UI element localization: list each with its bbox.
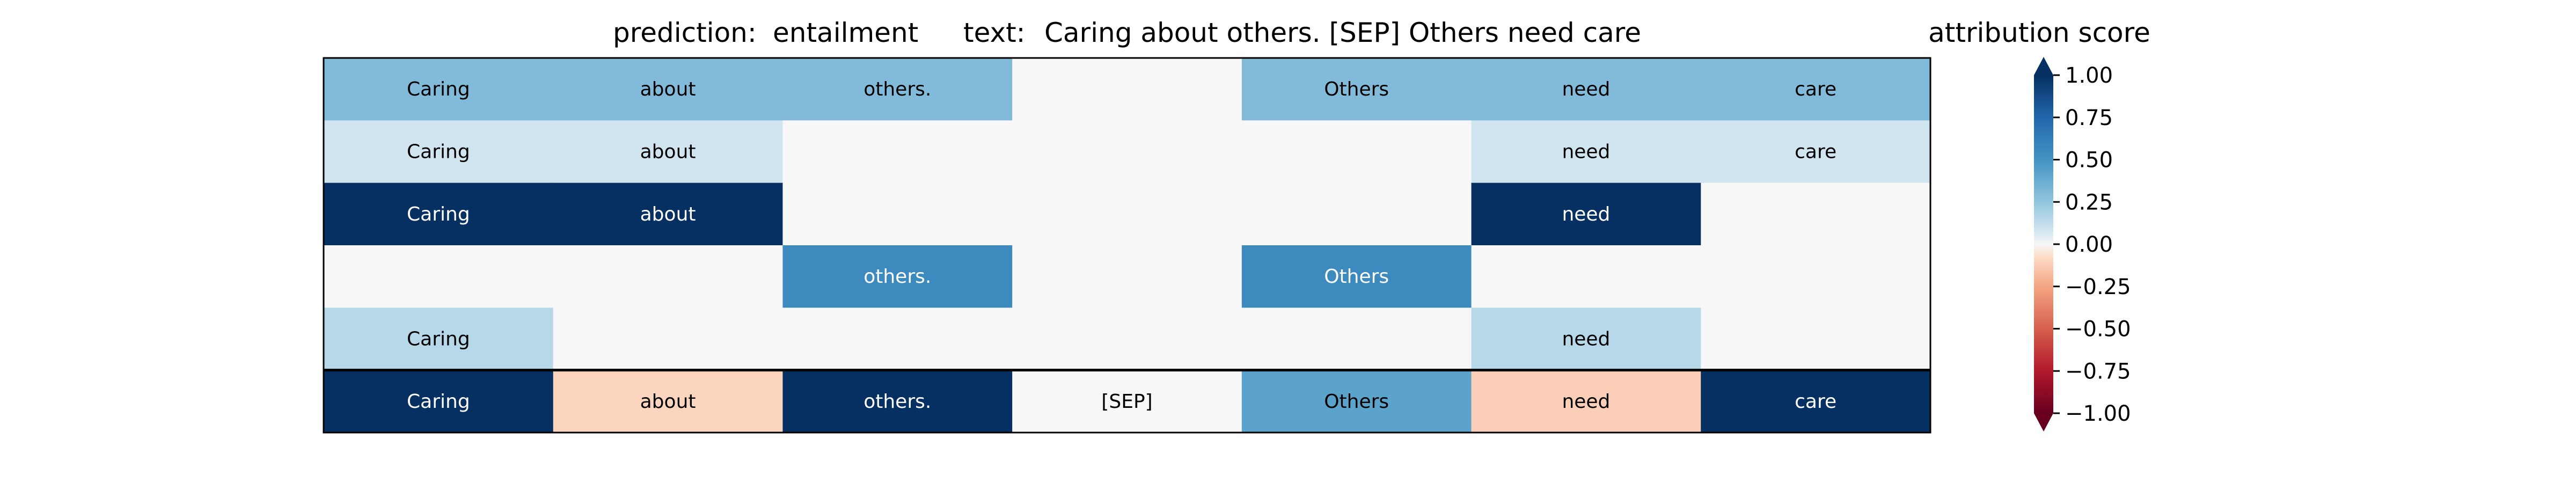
heatmap-cell [1701, 120, 1931, 184]
cell-token-label: about [640, 203, 696, 225]
heatmap-cell [1241, 308, 1472, 371]
heatmap-cell [1701, 370, 1931, 433]
heatmap-cell [553, 370, 783, 433]
text-label: text: [963, 17, 1026, 48]
heatmap-cell [324, 245, 554, 308]
heatmap-cell [1012, 120, 1242, 184]
heatmap-cell [1012, 370, 1242, 433]
heatmap-cell [1471, 58, 1701, 121]
heatmap-cell [1701, 308, 1931, 371]
heatmap-cell [553, 120, 783, 184]
cell-token-label: Caring [407, 391, 470, 413]
cell-token-label: care [1795, 141, 1836, 163]
heatmap-cell [1241, 370, 1472, 433]
cell-token-label: Caring [407, 328, 470, 350]
heatmap-cell [1241, 182, 1472, 246]
heatmap-cell [553, 245, 783, 308]
attribution-heatmap: Caring about others. Others need care Caring ab… [324, 58, 1931, 433]
colorbar-tick-label: 0.50 [2065, 148, 2113, 173]
cell-token-label: Caring [407, 141, 470, 163]
heatmap-cell [1701, 245, 1931, 308]
heatmap-cell [324, 120, 554, 184]
cell-token-label: others. [863, 266, 931, 288]
heatmap-frame [323, 57, 1931, 434]
colorbar-tick-label: −0.25 [2065, 275, 2131, 299]
prediction-label: prediction: [613, 17, 757, 48]
heatmap-cell [782, 370, 1013, 433]
colorbar-tick-label: 1.00 [2065, 63, 2113, 88]
colorbar-tick-label: 0.00 [2065, 232, 2113, 257]
cell-token-label: [SEP] [1101, 391, 1152, 413]
cell-token-label: Others [1324, 266, 1389, 288]
heatmap-cell [1471, 182, 1701, 246]
cell-token-label: need [1562, 78, 1610, 100]
heatmap-cell [553, 58, 783, 121]
cell-token-label: Others [1324, 391, 1389, 413]
cell-token-label: need [1562, 203, 1610, 225]
heatmap-cell [1471, 308, 1701, 371]
heatmap-cell [782, 182, 1013, 246]
colorbar-extend-max [2034, 57, 2053, 75]
cell-token-label: about [640, 391, 696, 413]
cell-token-label: care [1795, 78, 1836, 100]
heatmap-cell [324, 58, 554, 121]
cell-token-label: need [1562, 328, 1610, 350]
heatmap-cell [782, 120, 1013, 184]
cell-token-label: about [640, 141, 696, 163]
heatmap-cell [1012, 308, 1242, 371]
heatmap-cell [1471, 370, 1701, 433]
heatmap-cell [782, 58, 1013, 121]
heatmap-cell [782, 245, 1013, 308]
heatmap-cell [553, 182, 783, 246]
heatmap-cell [1241, 245, 1472, 308]
heatmap-cell [1701, 182, 1931, 246]
cell-token-label: care [1795, 391, 1836, 413]
colorbar-tick-label: −1.00 [2065, 401, 2131, 426]
colorbar-title: attribution score [1928, 17, 2150, 48]
heatmap-cell [1471, 120, 1701, 184]
heatmap-cell [782, 308, 1013, 371]
cell-token-label: Others [1324, 78, 1389, 100]
text-value: Caring about others. [SEP] Others need c… [1044, 17, 1641, 48]
colorbar-tick-label: 0.25 [2065, 190, 2113, 215]
heatmap-cell [1701, 58, 1931, 121]
heatmap-cell [324, 308, 554, 371]
cell-token-label: Caring [407, 203, 470, 225]
prediction-value: entailment [773, 17, 918, 48]
colorbar: 1.00 0.75 0.50 0.25 0.00 −0.25 −0.50 −0.75 −1.00 [2034, 57, 2131, 431]
heatmap-cell [1012, 182, 1242, 246]
cell-token-label: Caring [407, 78, 470, 100]
heatmap-cell [1471, 245, 1701, 308]
heatmap-cell [1241, 58, 1472, 121]
heatmap-cell [553, 308, 783, 371]
colorbar-tick-label: 0.75 [2065, 106, 2113, 130]
cell-token-label: need [1562, 141, 1610, 163]
colorbar-tick-label: −0.50 [2065, 317, 2131, 342]
heatmap-cell [324, 182, 554, 246]
heatmap-cell [1012, 58, 1242, 121]
cell-token-label: about [640, 78, 696, 100]
colorbar-extend-min [2034, 413, 2053, 431]
cell-token-label: others. [863, 78, 931, 100]
colorbar-tick-label: −0.75 [2065, 359, 2131, 384]
heatmap-cell [1241, 120, 1472, 184]
colorbar-gradient [2034, 75, 2053, 413]
cell-token-label: need [1562, 391, 1610, 413]
cell-token-label: others. [863, 391, 931, 413]
heatmap-cell [324, 370, 554, 433]
heatmap-cell [1012, 245, 1242, 308]
